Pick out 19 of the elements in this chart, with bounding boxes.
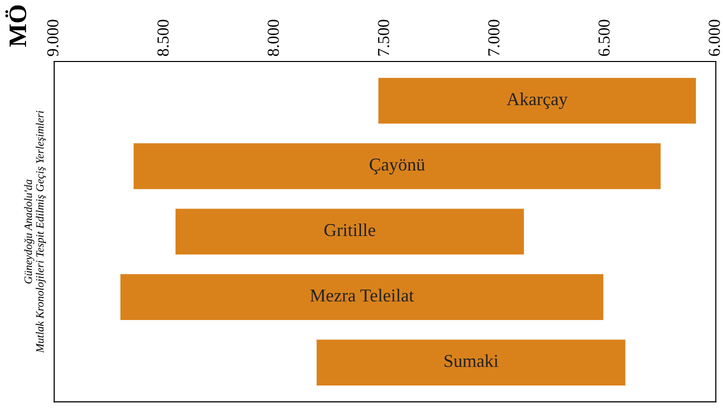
bar (176, 208, 524, 255)
y-tick-label: Sumaki (444, 354, 498, 368)
y-tick-label: Mezra Teleilat (310, 288, 414, 302)
x-tick-label: 7.500 (378, 20, 390, 56)
x-tick-label: 7.000 (488, 20, 500, 56)
chart-title: MÖ (5, 5, 26, 47)
bar (134, 143, 661, 190)
bar (378, 78, 696, 124)
x-tick-label: 6.000 (708, 20, 720, 56)
x-tick-label: 8.500 (157, 20, 169, 56)
bar (120, 274, 604, 320)
y-tick-label: Gritille (324, 223, 376, 236)
x-tick-label: 9.000 (47, 20, 58, 56)
y-tick-label: Çayönü (370, 158, 425, 174)
x-tick-label: 8.000 (268, 20, 279, 56)
y-tick-label: Akarçay (506, 92, 568, 109)
bar (316, 340, 626, 386)
y-axis-title: Güneydoğu Anadolu'da Mutlak Kronolojileri Tespit Edilmiş Geçiş Yerleşimleri (24, 110, 46, 353)
x-tick-label: 6.500 (598, 20, 610, 56)
